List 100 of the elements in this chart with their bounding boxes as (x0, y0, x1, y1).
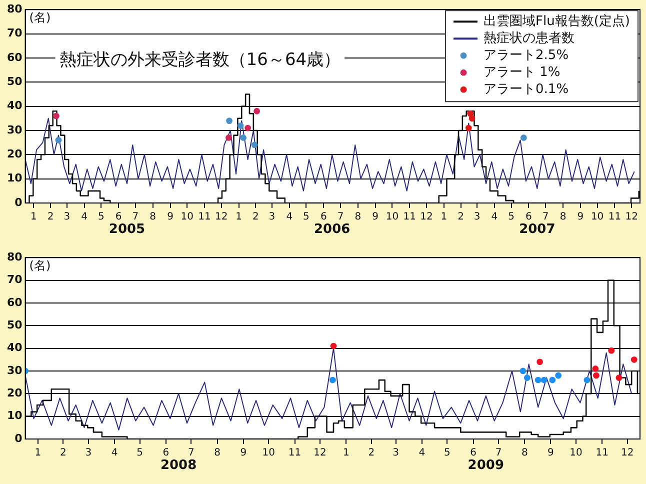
text: 熱症状の外来受診者数（16～64歳） (59, 50, 341, 70)
x-tick-label: 11 (403, 212, 416, 223)
x-tick-label: 11 (198, 212, 211, 223)
point (53, 112, 60, 120)
legend-label: アラート0.1% (484, 82, 569, 97)
x-tick-label: 7 (542, 212, 549, 223)
x-tick-label: 5 (98, 212, 104, 223)
x-tick-label: 12 (215, 212, 228, 223)
point (465, 124, 472, 132)
x-tick-label: 2 (47, 212, 54, 223)
y-tick-label: 40 (6, 341, 23, 354)
x-tick-label: 12 (625, 212, 638, 223)
x-tick-label: 7 (495, 448, 502, 459)
x-tick-label: 6 (115, 212, 122, 223)
point (251, 142, 258, 148)
x-tick-label: 1 (30, 212, 37, 223)
x-tick-label: 4 (286, 212, 293, 223)
x-tick-label: 4 (418, 448, 426, 459)
text: 2009 (468, 458, 504, 473)
point (555, 372, 562, 379)
x-tick-label: 4 (491, 212, 498, 223)
x-tick-label: 8 (354, 212, 362, 223)
point (540, 376, 548, 384)
point (520, 368, 526, 374)
y-tick-label: 60 (6, 50, 23, 64)
x-tick-label: 4 (81, 212, 88, 223)
x-tick-label: 12 (314, 448, 326, 459)
y-axis-title: (名) (29, 258, 51, 273)
point (616, 374, 622, 381)
x-tick-label: 12 (420, 212, 433, 223)
x-tick-label: 8 (521, 448, 528, 459)
text: 2007 (519, 222, 556, 237)
text: 2006 (314, 222, 350, 237)
x-tick-label: 7 (132, 212, 139, 223)
x-tick-label: 3 (268, 212, 276, 223)
point (524, 374, 530, 381)
x-tick-label: 6 (320, 212, 327, 223)
x-tick-label: 9 (167, 212, 174, 223)
x-tick-label: 10 (386, 212, 399, 223)
point (584, 376, 590, 384)
point (329, 376, 336, 384)
y-tick-label: 40 (6, 99, 23, 112)
y-tick-label: 80 (6, 250, 23, 264)
y-tick-label: 60 (6, 296, 23, 309)
x-tick-label: 5 (136, 448, 144, 459)
x-tick-label: 3 (85, 448, 92, 459)
y-tick-label: 20 (6, 386, 23, 400)
x-tick-label: 5 (444, 448, 450, 459)
x-tick-label: 7 (188, 448, 194, 459)
y-tick-label: 20 (6, 148, 23, 161)
x-tick-label: 1 (236, 212, 242, 223)
x-tick-label: 12 (621, 448, 634, 459)
x-tick-label: 11 (596, 448, 608, 459)
x-tick-label: 9 (240, 448, 247, 459)
x-tick-label: 2 (252, 212, 259, 223)
point (630, 356, 638, 363)
point (240, 134, 247, 141)
point (330, 342, 337, 350)
x-tick-label: 2 (458, 212, 464, 223)
x-tick-label: 11 (288, 448, 302, 459)
point (593, 372, 600, 379)
x-tick-label: 8 (214, 448, 220, 459)
y-tick-label: 10 (6, 172, 23, 185)
x-tick-label: 3 (392, 448, 399, 459)
x-tick-label: 10 (570, 448, 582, 459)
y-tick-label: 70 (6, 273, 23, 286)
x-tick-label: 7 (337, 212, 344, 223)
x-tick-label: 6 (526, 212, 532, 223)
point (468, 115, 476, 122)
y-tick-label: 30 (6, 123, 23, 136)
point (237, 122, 244, 129)
x-tick-label: 10 (262, 448, 276, 459)
x-tick-label: 2 (60, 448, 66, 459)
x-tick-label: 1 (440, 212, 448, 223)
x-tick-label: 10 (590, 212, 604, 223)
x-tick-label: 10 (180, 212, 194, 223)
y-tick-label: 0 (14, 432, 23, 445)
y-tick-label: 0 (14, 196, 23, 209)
point (608, 347, 615, 354)
y-tick-label: 50 (6, 318, 23, 332)
point (55, 136, 62, 144)
point (592, 366, 599, 372)
x-tick-label: 3 (474, 212, 480, 223)
point (244, 124, 252, 132)
x-tick-label: 9 (372, 212, 379, 223)
point (520, 134, 527, 141)
x-tick-label: 6 (470, 448, 476, 459)
legend-label: アラート 1% (484, 64, 560, 80)
x-tick-label: 8 (560, 212, 566, 223)
x-tick-label: 5 (508, 212, 515, 223)
y-tick-label: 30 (6, 364, 23, 377)
text: 2005 (108, 222, 146, 237)
x-tick-label: 11 (608, 212, 622, 223)
text: 2008 (160, 458, 197, 473)
legend-label: 熱症状の患者数 (484, 30, 575, 46)
legend-label: アラート2.5% (484, 48, 569, 63)
x-tick-label: 1 (34, 448, 42, 459)
y-axis-title: (名) (29, 10, 51, 25)
point (226, 118, 232, 124)
y-tick-label: 70 (6, 26, 23, 40)
